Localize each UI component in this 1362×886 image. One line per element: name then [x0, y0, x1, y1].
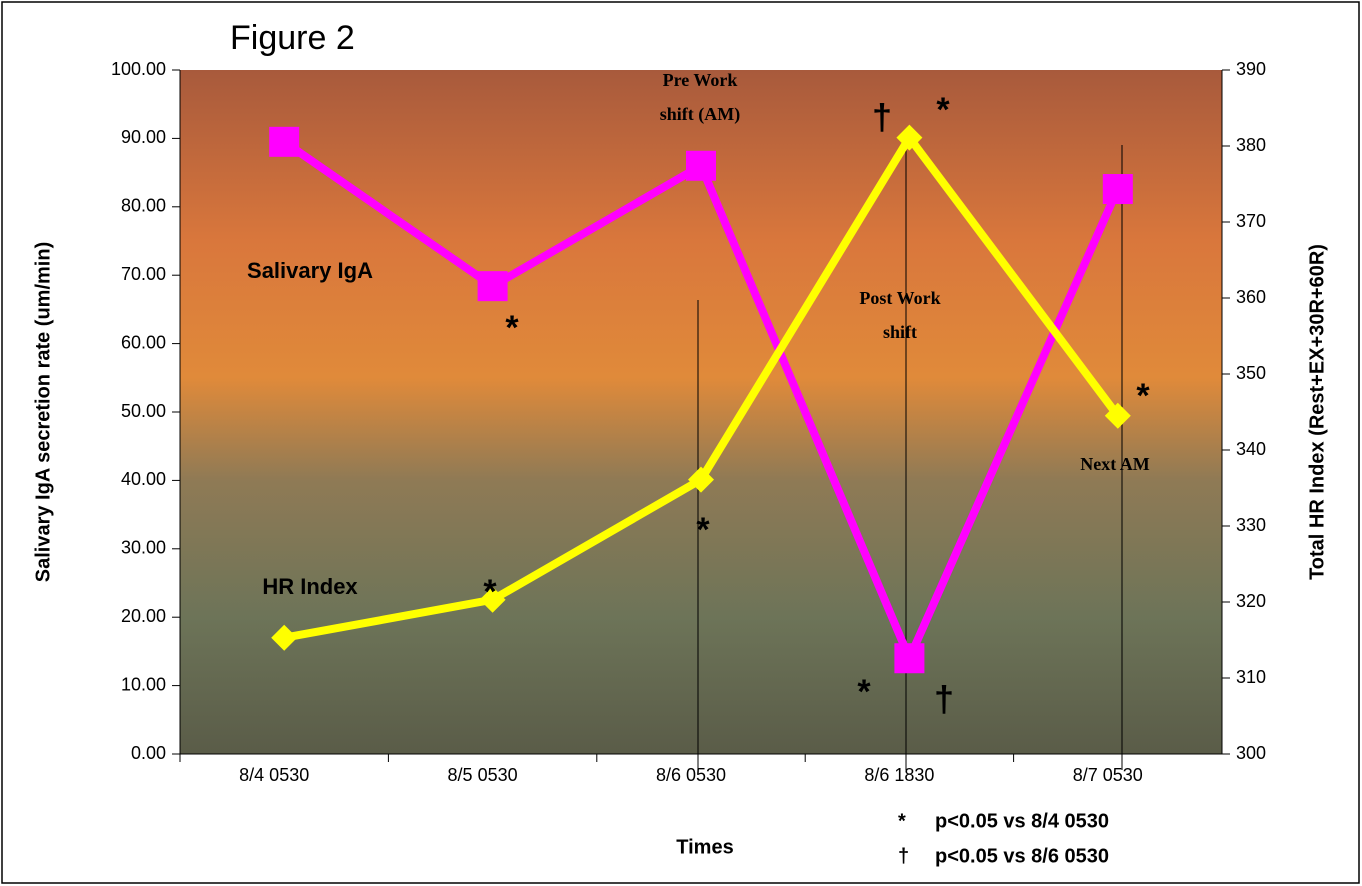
- annotation: *: [483, 573, 497, 611]
- y-tick-label: 20.00: [121, 606, 166, 626]
- y-tick-label: 10.00: [121, 674, 166, 694]
- y2-axis-label: Total HR Index (Rest+EX+30R+60R): [1306, 244, 1328, 580]
- footnote: *: [898, 810, 906, 832]
- y2-tick-label: 390: [1236, 59, 1266, 79]
- y-tick-label: 40.00: [121, 469, 166, 489]
- annotation: Post Work: [859, 288, 940, 308]
- y-tick-label: 0.00: [131, 743, 166, 763]
- marker: [686, 151, 716, 181]
- x-tick-label: 8/6 0530: [656, 765, 726, 785]
- chart-title: Figure 2: [230, 19, 355, 57]
- annotation: Pre Work: [663, 70, 738, 90]
- x-axis-label: Times: [676, 836, 733, 858]
- y-axis-label: Salivary IgA secretion rate (um/min): [32, 242, 54, 582]
- y2-tick-label: 370: [1236, 211, 1266, 231]
- marker: [478, 271, 508, 301]
- annotation: shift (AM): [660, 104, 740, 125]
- y-tick-label: 100.00: [111, 59, 166, 79]
- y2-tick-label: 340: [1236, 439, 1266, 459]
- footnote: p<0.05 vs 8/6 0530: [935, 845, 1109, 867]
- y2-tick-label: 380: [1236, 135, 1266, 155]
- y-tick-label: 60.00: [121, 332, 166, 352]
- y-tick-label: 80.00: [121, 196, 166, 216]
- series-label: Salivary IgA: [247, 258, 373, 283]
- y2-tick-label: 300: [1236, 743, 1266, 763]
- x-tick-label: 8/4 0530: [239, 765, 309, 785]
- y2-tick-label: 320: [1236, 591, 1266, 611]
- y-tick-label: 30.00: [121, 538, 166, 558]
- chart: Figure 2 Times Salivary IgA secretion ra…: [0, 0, 1362, 886]
- annotation: shift: [883, 322, 917, 342]
- y2-tick-label: 350: [1236, 363, 1266, 383]
- y2-tick-label: 360: [1236, 287, 1266, 307]
- y2-tick-label: 310: [1236, 667, 1266, 687]
- footnote: p<0.05 vs 8/4 0530: [935, 810, 1109, 832]
- annotation: †: [934, 679, 954, 720]
- annotation: *: [857, 673, 871, 711]
- annotation: *: [1136, 377, 1150, 415]
- marker: [1103, 174, 1133, 204]
- x-tick-label: 8/6 1830: [864, 765, 934, 785]
- y-tick-label: 70.00: [121, 264, 166, 284]
- series-label: HR Index: [262, 574, 358, 599]
- y2-tick-label: 330: [1236, 515, 1266, 535]
- x-tick-label: 8/7 0530: [1073, 765, 1143, 785]
- footnote: †: [898, 845, 909, 867]
- annotation: *: [936, 91, 950, 129]
- marker: [269, 127, 299, 157]
- annotation: †: [872, 97, 892, 138]
- annotation: *: [505, 309, 519, 347]
- annotation: Next AM: [1080, 454, 1149, 474]
- annotation: *: [696, 511, 710, 549]
- x-tick-label: 8/5 0530: [448, 765, 518, 785]
- y-tick-label: 50.00: [121, 401, 166, 421]
- marker: [894, 643, 924, 673]
- y-tick-label: 90.00: [121, 127, 166, 147]
